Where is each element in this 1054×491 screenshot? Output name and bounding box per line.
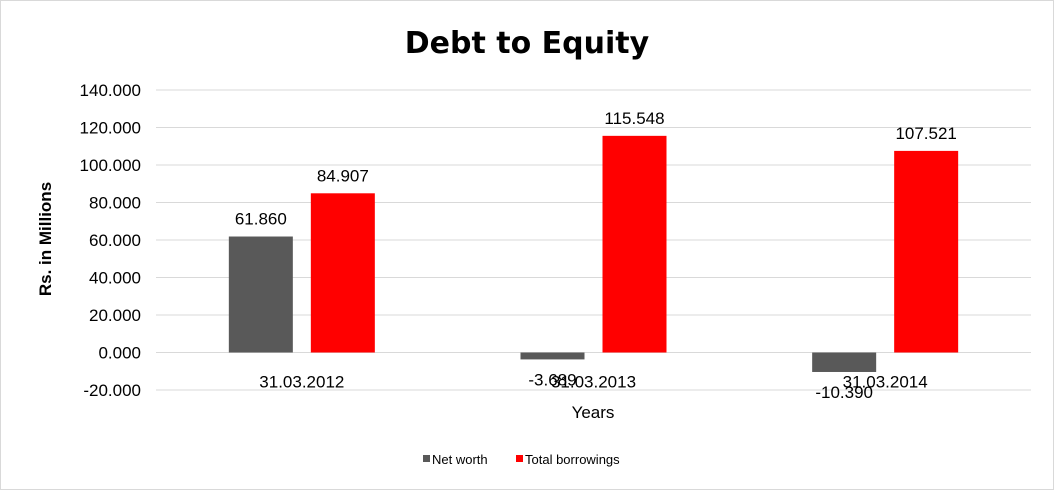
y-tick-label: 80.000 xyxy=(89,194,141,213)
gridlines xyxy=(156,89,1031,391)
bar xyxy=(894,150,959,353)
y-tick-label: 40.000 xyxy=(89,269,141,288)
y-tick-label: 0.000 xyxy=(98,344,141,363)
legend: Net worth Total borrowings xyxy=(423,452,620,467)
y-tick-label: 120.000 xyxy=(80,119,141,138)
y-axis-label: Rs. in Millions xyxy=(36,182,55,296)
y-tick-labels: 140.000 120.000 100.000 80.000 60.000 40.000 2… xyxy=(80,81,141,400)
bars-group xyxy=(228,135,959,372)
data-label: 115.548 xyxy=(604,109,664,128)
x-tick-label: 31.03.2012 xyxy=(259,373,344,392)
y-tick-label: 100.000 xyxy=(80,156,141,175)
x-axis-label: Years xyxy=(572,403,615,422)
y-tick-label: -20.000 xyxy=(83,381,141,400)
data-label: 84.907 xyxy=(317,166,369,185)
bar xyxy=(602,135,667,353)
bar xyxy=(310,193,375,353)
y-tick-label: 20.000 xyxy=(89,306,141,325)
data-label: 107.521 xyxy=(895,124,956,143)
data-label: 61.860 xyxy=(235,210,287,229)
legend-label: Net worth xyxy=(432,452,488,467)
chart-title: Debt to Equity xyxy=(405,26,650,61)
data-label: -10.390 xyxy=(815,383,873,402)
y-tick-label: 140.000 xyxy=(80,81,141,100)
x-tick-label: 31.03.2013 xyxy=(551,373,636,392)
data-label: -3.689 xyxy=(528,370,576,389)
legend-label: Total borrowings xyxy=(525,452,620,467)
x-tick-label: 31.03.2014 xyxy=(843,373,928,392)
legend-swatch xyxy=(516,455,523,462)
x-tick-labels: 31.03.2012 31.03.2013 31.03.2014 xyxy=(259,373,927,392)
bar xyxy=(520,352,585,360)
bar xyxy=(228,236,293,353)
y-tick-label: 60.000 xyxy=(89,231,141,250)
legend-swatch xyxy=(423,455,430,462)
data-labels: 61.860 84.907 -3.689 115.548 -10.390 107.521 xyxy=(235,109,957,402)
bar xyxy=(812,352,877,372)
